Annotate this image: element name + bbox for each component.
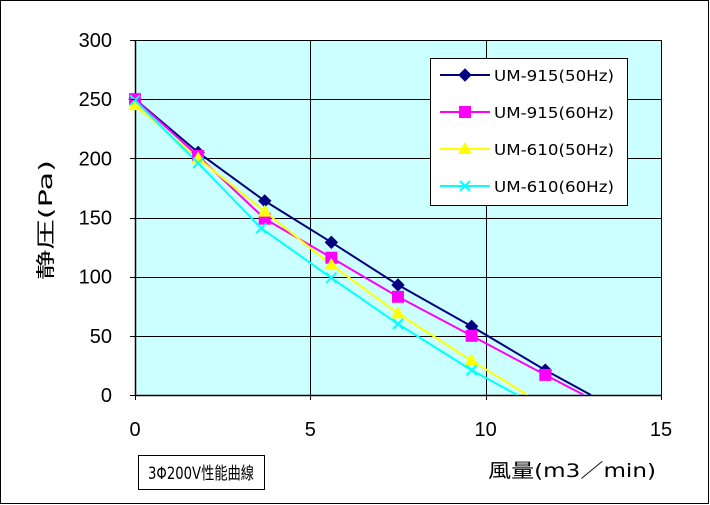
y-tick-label: 300 (79, 30, 112, 52)
legend-label: UM-610(60Hz) (494, 178, 614, 196)
legend-marker (459, 180, 471, 192)
data-point (392, 318, 404, 330)
triangle-marker (458, 142, 472, 154)
square-marker (325, 251, 338, 264)
legend-label: UM-915(60Hz) (494, 104, 614, 122)
x-tick-label: 5 (305, 419, 316, 441)
legend-label: UM-915(50Hz) (494, 67, 614, 85)
data-point (192, 157, 204, 169)
legend-marker (458, 68, 472, 82)
plot-markers (128, 92, 552, 381)
square-marker (392, 290, 404, 303)
x-marker (392, 318, 404, 330)
data-point (391, 306, 405, 319)
legend-entry: UM-610(60Hz) (440, 178, 614, 196)
data-point (255, 222, 267, 234)
data-point (465, 364, 478, 376)
diamond-marker (458, 68, 472, 82)
data-point (325, 272, 338, 284)
data-point (465, 329, 478, 342)
square-marker (539, 368, 552, 381)
x-tick-label: 10 (475, 419, 497, 441)
data-point (539, 368, 552, 381)
data-point (129, 94, 141, 107)
data-point (257, 204, 272, 217)
legend-entry: UM-915(50Hz) (440, 67, 614, 85)
triangle-marker (324, 257, 339, 270)
data-point (324, 235, 339, 250)
series-line-1 (135, 98, 592, 395)
triangle-marker (128, 98, 142, 111)
y-tick-label: 150 (79, 208, 112, 230)
x-axis-title: 風量(m3／min) (488, 460, 656, 482)
legend-box (430, 58, 628, 206)
legend-marker (459, 106, 471, 118)
x-marker (459, 180, 471, 192)
legend: UM-915(50Hz) UM-915(60Hz) UM-610(50Hz) UM-6… (430, 58, 628, 206)
x-marker (255, 222, 267, 234)
x-tick-label: 15 (650, 419, 672, 441)
legend-entry: UM-915(60Hz) (440, 104, 614, 122)
y-tick-label: 250 (79, 89, 112, 111)
data-point (324, 257, 339, 270)
y-tick-label: 100 (79, 267, 112, 289)
y-tick-label: 50 (90, 326, 112, 348)
data-point (128, 98, 142, 111)
data-point (464, 353, 479, 366)
square-marker (465, 329, 478, 342)
y-tick-label: 200 (79, 148, 112, 170)
y-tick-label: 0 (101, 385, 112, 407)
data-point (325, 251, 338, 264)
x-tick-label: 0 (129, 419, 140, 441)
diamond-marker (324, 235, 339, 250)
triangle-marker (257, 204, 272, 217)
square-marker (459, 106, 471, 118)
x-marker (465, 364, 478, 376)
annotation-text: 3Φ200V性能曲線 (148, 464, 254, 484)
x-marker (129, 94, 141, 107)
triangle-marker (464, 353, 479, 366)
legend-marker (458, 142, 472, 154)
legend-entry: UM-610(50Hz) (440, 141, 614, 159)
triangle-marker (391, 306, 405, 319)
y-axis-title: 静圧(Pa) (35, 160, 57, 280)
axis-ticks: 0 50 100 150 200 250 300 0 5 10 15 (79, 30, 673, 441)
x-marker (192, 157, 204, 169)
data-point (392, 290, 404, 303)
x-marker (325, 272, 338, 284)
annotation-box: 3Φ200V性能曲線 (138, 455, 265, 490)
annotation-border (138, 455, 265, 490)
legend-label: UM-610(50Hz) (494, 141, 614, 159)
